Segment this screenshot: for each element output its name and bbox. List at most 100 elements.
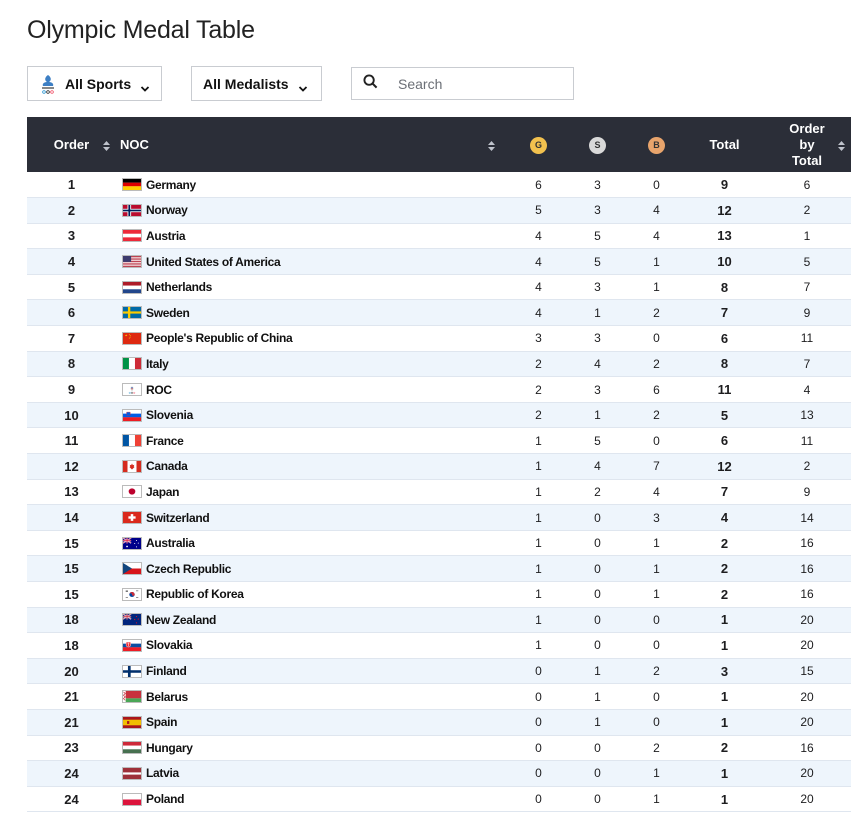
all-medalists-dropdown[interactable]: All Medalists	[191, 66, 322, 101]
total-count: 7	[720, 484, 729, 500]
gold-count: 6	[535, 177, 542, 192]
header-gold[interactable]: G	[509, 117, 568, 172]
table-row[interactable]: 1 Germany 6 3 0 9 6	[27, 172, 851, 198]
country-name[interactable]: France	[146, 433, 184, 448]
search-input[interactable]	[398, 75, 558, 92]
table-row[interactable]: 24 Latvia 0 0 1 1 20	[27, 760, 851, 787]
table-row[interactable]: 8 Italy 2 4 2 8 7	[27, 351, 851, 377]
order-by-total: 20	[800, 689, 814, 704]
country-name[interactable]: United States of America	[146, 254, 281, 269]
header-order-by-total[interactable]: Order by Total	[763, 117, 851, 172]
row-noc: Finland	[116, 658, 509, 684]
silver-count: 0	[594, 612, 601, 627]
country-name[interactable]: Czech Republic	[146, 561, 232, 576]
sort-arrows-icon[interactable]	[488, 139, 495, 151]
search-box[interactable]	[351, 67, 574, 100]
australia-flag-icon	[122, 536, 142, 550]
gold-count: 1	[535, 638, 542, 653]
czech-flag-icon	[122, 562, 142, 576]
table-row[interactable]: 3 Austria 4 5 4 13 1	[27, 223, 851, 249]
order-by-total: 7	[803, 280, 811, 295]
all-sports-dropdown[interactable]: All Sports	[27, 66, 162, 101]
country-name[interactable]: Australia	[146, 536, 195, 551]
country-name[interactable]: Poland	[146, 792, 185, 807]
table-row[interactable]: 4 United States of America 4 5 1 10 5	[27, 248, 851, 275]
table-row[interactable]: 12 Canada 1 4 7 12 2	[27, 453, 851, 480]
bronze-count: 0	[653, 715, 660, 730]
country-name[interactable]: Japan	[146, 484, 180, 499]
table-row[interactable]: 5 Netherlands 4 3 1 8 7	[27, 274, 851, 300]
bronze-count: 2	[653, 740, 660, 755]
table-row[interactable]: 18 New Zealand 1 0 0 1 20	[27, 607, 851, 633]
bronze-count: 2	[653, 408, 660, 423]
bronze-count: 2	[653, 305, 660, 320]
country-name[interactable]: Switzerland	[146, 510, 210, 525]
total-count: 1	[720, 612, 729, 628]
country-name[interactable]: Austria	[146, 228, 186, 243]
table-row[interactable]: 6 Sweden 4 1 2 7 9	[27, 299, 851, 326]
order-by-total: 1	[803, 228, 811, 243]
gold-count: 3	[535, 331, 542, 346]
header-order[interactable]: Order	[27, 117, 116, 172]
sort-arrows-icon[interactable]	[838, 139, 845, 151]
table-row[interactable]: 21 Belarus 0 1 0 1 20	[27, 683, 851, 710]
country-name[interactable]: Belarus	[146, 689, 188, 704]
header-silver[interactable]: S	[568, 117, 627, 172]
order-by-total: 4	[803, 382, 811, 397]
table-row[interactable]: 11 France 1 5 0 6 11	[27, 427, 851, 454]
silver-count: 4	[594, 459, 601, 474]
table-row[interactable]: 15 Czech Republic 1 0 1 2 16	[27, 555, 851, 582]
header-total[interactable]: Total	[709, 137, 740, 152]
country-name[interactable]: Slovenia	[146, 408, 193, 423]
bronze-count: 7	[653, 459, 660, 474]
country-name[interactable]: Germany	[146, 177, 196, 192]
row-order: 24	[64, 765, 79, 781]
country-name[interactable]: ROC	[146, 382, 172, 397]
table-row[interactable]: 21 Spain 0 1 0 1 20	[27, 709, 851, 736]
table-row[interactable]: 14 Switzerland 1 0 3 4 14	[27, 504, 851, 531]
row-order: 8	[67, 356, 76, 372]
table-row[interactable]: 7 People's Republic of China 3 3 0 6 11	[27, 325, 851, 352]
row-order: 10	[64, 407, 79, 423]
country-name[interactable]: Finland	[146, 664, 187, 679]
gold-count: 0	[535, 792, 542, 807]
header-noc[interactable]: NOC	[116, 117, 509, 172]
country-name[interactable]: Sweden	[146, 305, 190, 320]
table-row[interactable]: 2 Norway 5 3 4 12 2	[27, 197, 851, 224]
country-name[interactable]: Republic of Korea	[146, 587, 244, 602]
country-name[interactable]: New Zealand	[146, 612, 217, 627]
sort-arrows-icon[interactable]	[103, 139, 110, 151]
country-name[interactable]: Latvia	[146, 766, 179, 781]
country-name[interactable]: Netherlands	[146, 280, 213, 295]
row-noc: Japan	[116, 479, 509, 505]
table-row[interactable]: 10 Slovenia 2 1 2 5 13	[27, 402, 851, 428]
table-row[interactable]: 9 ROC 2 3 6 11 4	[27, 376, 851, 403]
gold-count: 4	[535, 280, 542, 295]
gold-count: 1	[535, 510, 542, 525]
header-bronze[interactable]: B	[627, 117, 686, 172]
table-row[interactable]: 23 Hungary 0 0 2 2 16	[27, 735, 851, 761]
country-name[interactable]: People's Republic of China	[146, 331, 293, 346]
table-row[interactable]: 20 Finland 0 1 2 3 15	[27, 658, 851, 684]
country-name[interactable]: Norway	[146, 203, 188, 218]
row-noc: Italy	[116, 351, 509, 377]
silver-count: 3	[594, 331, 601, 346]
country-name[interactable]: Spain	[146, 715, 178, 730]
all-medalists-label: All Medalists	[203, 75, 289, 92]
table-row[interactable]: 15 Australia 1 0 1 2 16	[27, 530, 851, 556]
country-name[interactable]: Canada	[146, 459, 188, 474]
table-row[interactable]: 18 Slovakia 1 0 0 1 20	[27, 632, 851, 659]
row-noc: United States of America	[116, 249, 509, 275]
country-name[interactable]: Italy	[146, 356, 169, 371]
order-by-total: 15	[800, 664, 814, 679]
total-count: 10	[717, 254, 732, 270]
row-noc: France	[116, 428, 509, 454]
table-row[interactable]: 15 Republic of Korea 1 0 1 2 16	[27, 581, 851, 608]
row-noc: Austria	[116, 223, 509, 249]
table-row[interactable]: 13 Japan 1 2 4 7 9	[27, 479, 851, 505]
order-by-total: 16	[800, 561, 814, 576]
table-row[interactable]: 24 Poland 0 0 1 1 20	[27, 786, 851, 812]
country-name[interactable]: Hungary	[146, 740, 193, 755]
switzerland-flag-icon	[122, 511, 142, 525]
country-name[interactable]: Slovakia	[146, 638, 193, 653]
